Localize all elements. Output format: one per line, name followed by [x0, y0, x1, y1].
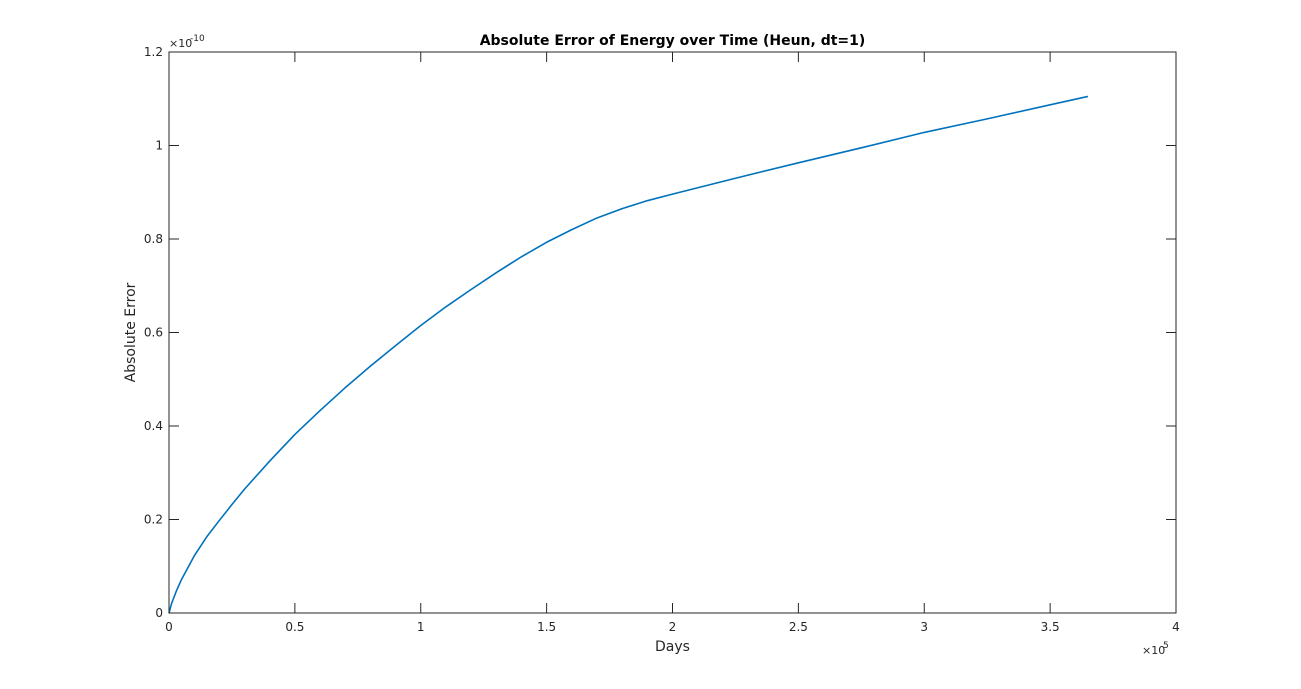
y-tick-label: 0.8	[144, 232, 163, 246]
x-tick-label: 2.5	[789, 620, 808, 634]
series-line-0	[168, 95, 1089, 614]
y-exponent-base: ×10	[169, 37, 192, 50]
y-tick-label: 0.4	[144, 419, 163, 433]
x-tick-label: 0.5	[285, 620, 304, 634]
x-exponent-base: ×10	[1142, 644, 1165, 657]
series-layer	[168, 95, 1089, 614]
y-axis-ticks: 0 0.2 0.4 0.6 0.8 1 1.2	[144, 45, 1176, 620]
chart-title: Absolute Error of Energy over Time (Heun…	[480, 33, 866, 49]
y-tick-label: 1.2	[144, 45, 163, 59]
x-tick-label: 1	[417, 620, 425, 634]
x-tick-label: 1.5	[537, 620, 556, 634]
x-tick-label: 2	[669, 620, 677, 634]
y-axis-exponent: ×10 -10	[169, 34, 205, 50]
y-tick-label: 0.2	[144, 513, 163, 527]
x-tick-label: 0	[165, 620, 173, 634]
y-tick-label: 0.6	[144, 326, 163, 340]
x-exponent-power: 5	[1163, 641, 1169, 651]
plot-area	[169, 52, 1176, 613]
y-axis-label: Absolute Error	[123, 282, 139, 382]
x-axis-label: Days	[655, 639, 690, 655]
y-tick-label: 0	[155, 606, 163, 620]
x-tick-label: 3.5	[1041, 620, 1060, 634]
x-axis-exponent: ×10 5	[1142, 641, 1169, 657]
y-tick-label: 1	[155, 139, 163, 153]
x-axis-ticks: 0 0.5 1 1.5 2 2.5 3 3.5 4	[165, 52, 1180, 634]
x-tick-label: 3	[920, 620, 928, 634]
y-exponent-power: -10	[190, 34, 205, 44]
x-tick-label: 4	[1172, 620, 1180, 634]
